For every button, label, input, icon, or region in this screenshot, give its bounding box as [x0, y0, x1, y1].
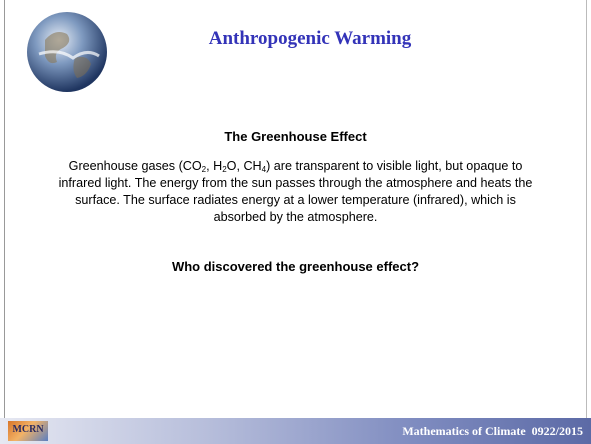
text-run: ) are transparent to visible light, but … [58, 159, 533, 224]
text-run: O, CH [226, 159, 262, 173]
footer-text: Mathematics of Climate 0922/2015 [402, 424, 583, 438]
body-text: Greenhouse gases (CO2, H2O, CH4) are tra… [52, 158, 539, 226]
subtitle: The Greenhouse Effect [224, 129, 367, 144]
cloud [38, 50, 100, 60]
subscript: 4 [261, 165, 267, 174]
question: Who discovered the greenhouse effect? [171, 259, 420, 274]
logo-text: MCRN [12, 424, 44, 435]
subscript: 2 [222, 165, 227, 174]
footer: MCRN Mathematics of Climate 0922/2015 [0, 418, 591, 444]
land [73, 56, 91, 78]
earth-image [27, 12, 107, 92]
text-run: Greenhouse gases (CO [68, 159, 202, 173]
text-run: , H [206, 159, 223, 173]
land [45, 32, 70, 64]
subscript: 2 [201, 165, 207, 174]
globe [27, 12, 107, 92]
slide-frame [4, 0, 587, 418]
logo: MCRN [8, 421, 48, 441]
slide-title: Anthropogenic Warming [208, 28, 412, 49]
